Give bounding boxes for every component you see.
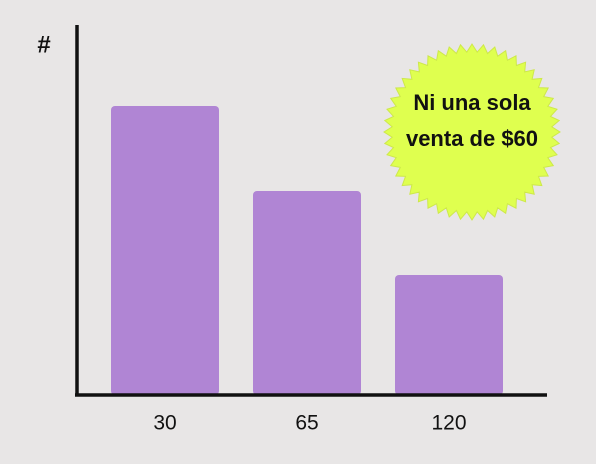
x-tick-label: 120	[431, 412, 466, 435]
annotation-line: venta de $60	[406, 126, 538, 151]
starburst	[383, 43, 561, 221]
bar	[253, 191, 361, 395]
y-axis-label: #	[37, 31, 50, 58]
bar	[111, 106, 219, 395]
annotation-line: Ni una sola	[413, 90, 531, 115]
x-tick-label: 30	[153, 412, 176, 435]
x-tick-label: 65	[295, 412, 318, 435]
bar	[395, 275, 503, 395]
